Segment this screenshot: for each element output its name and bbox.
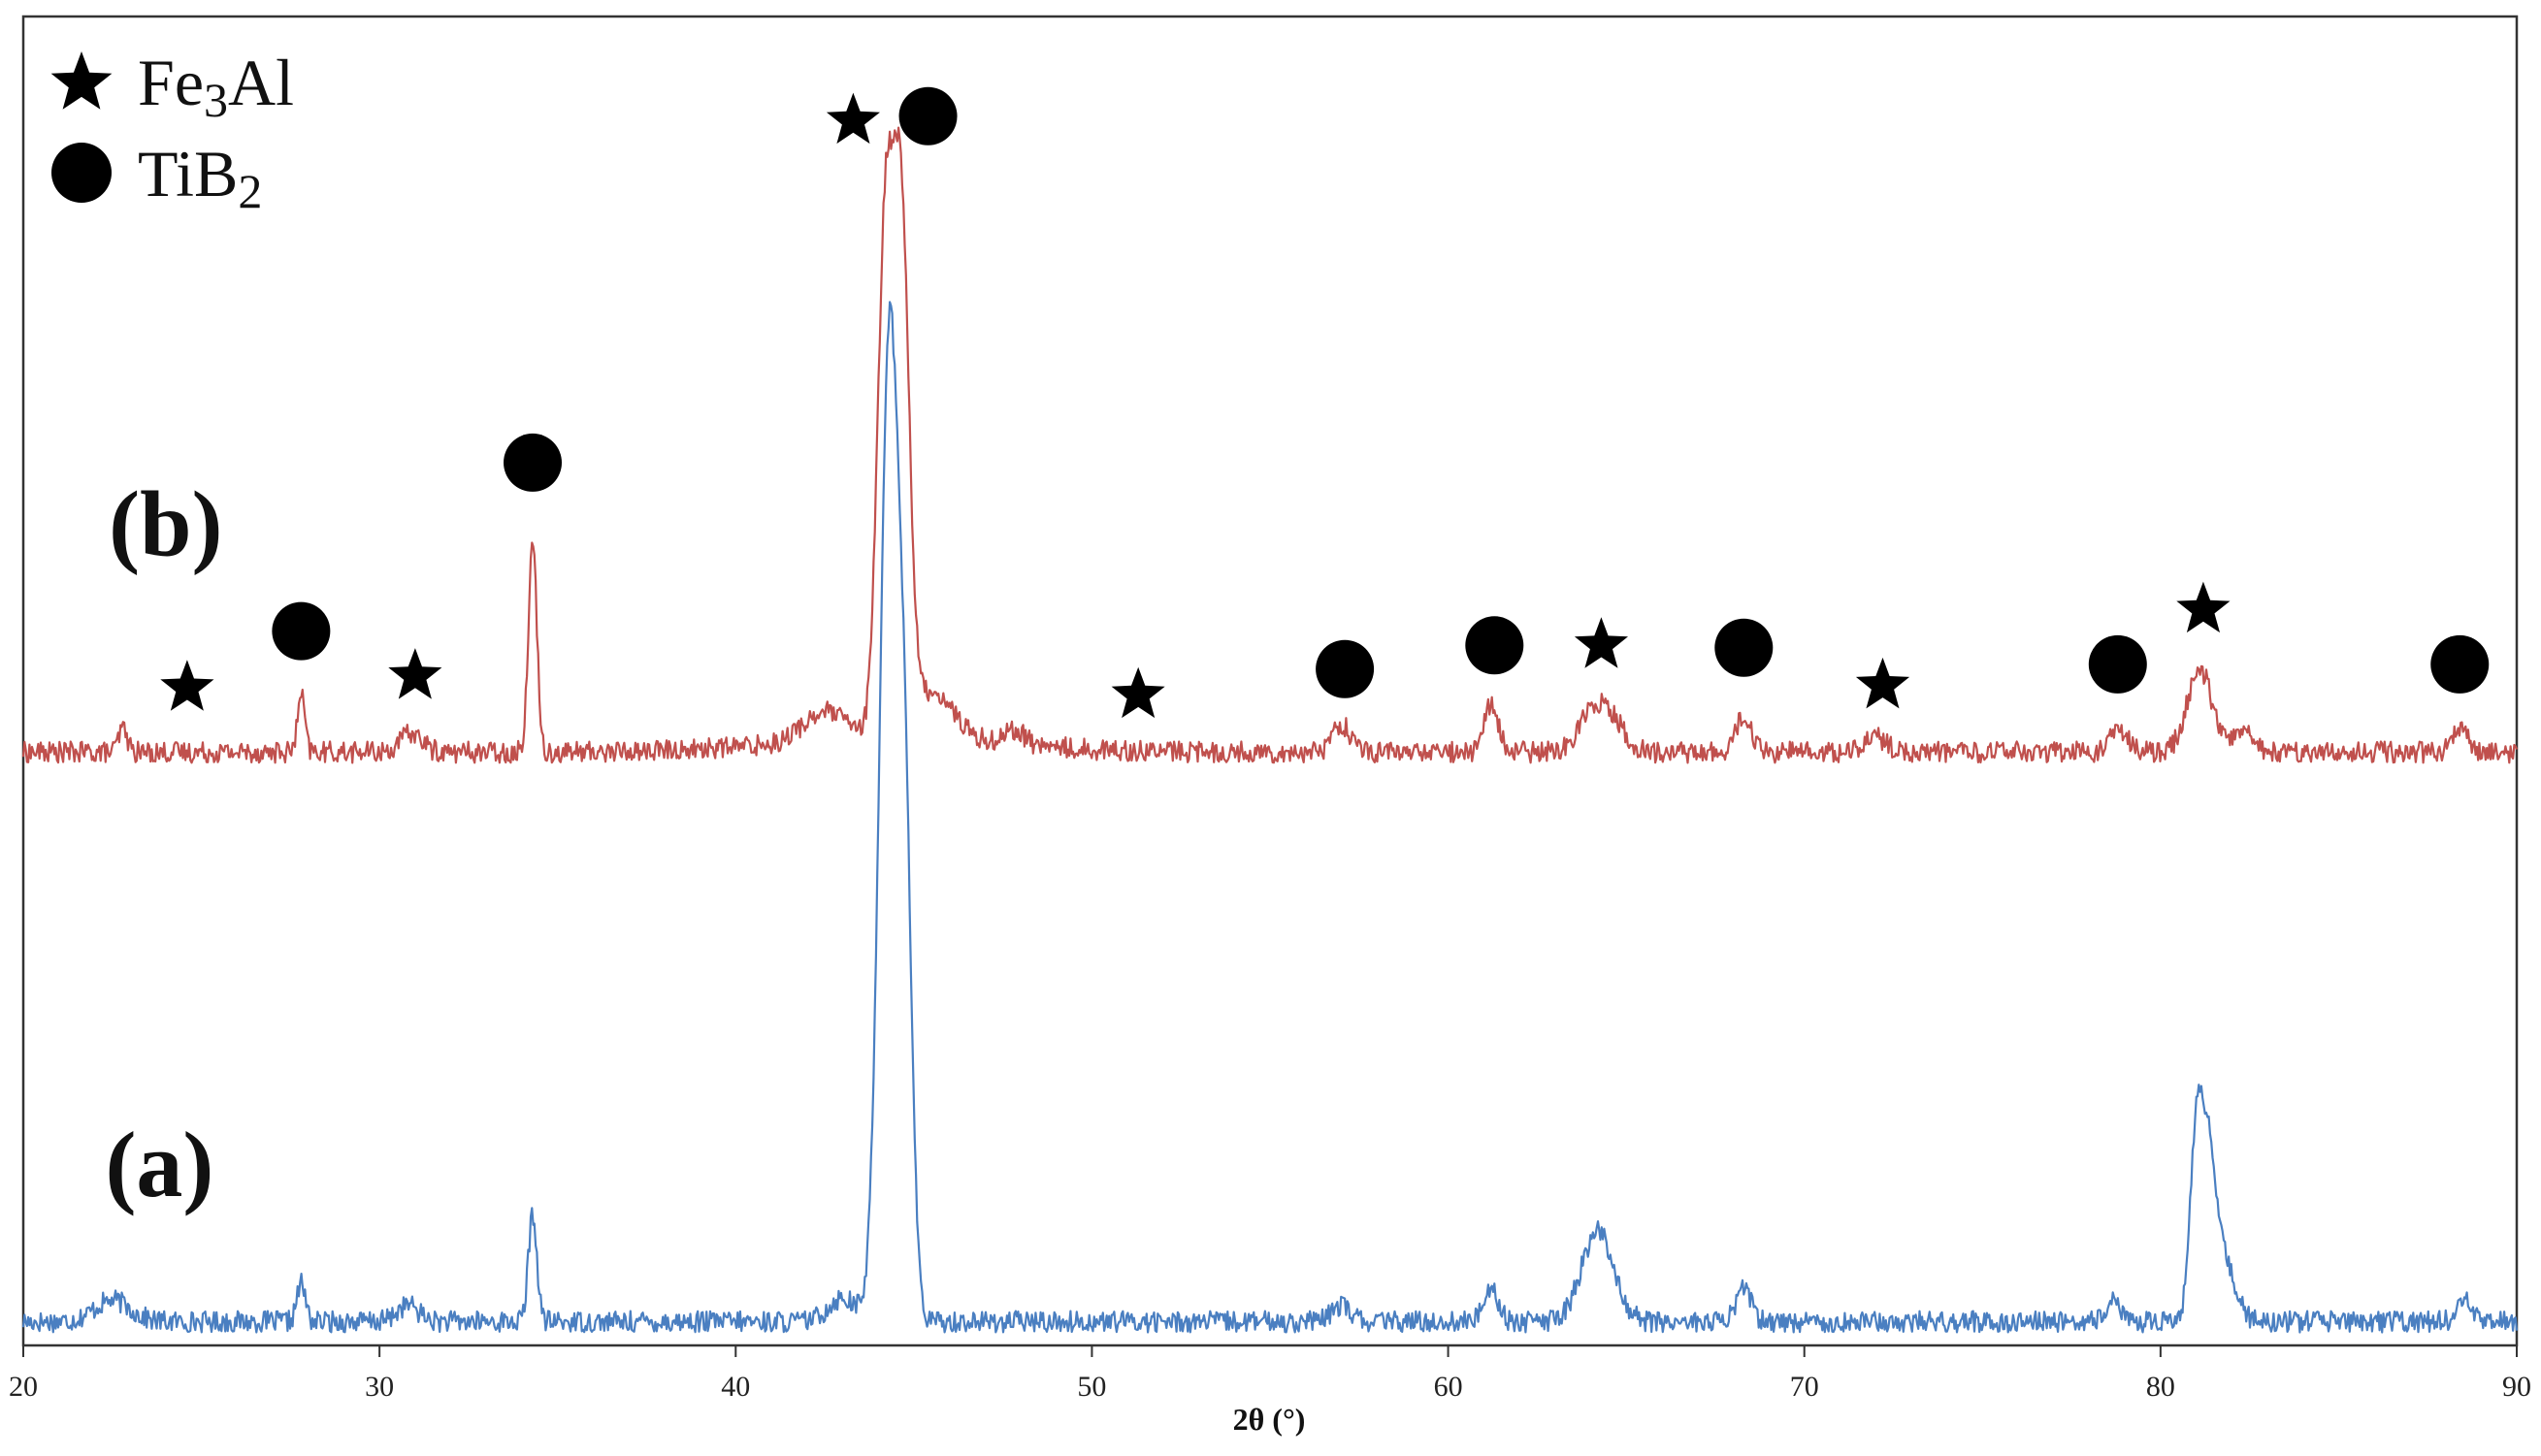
fe3al-star-icon [1111, 666, 1165, 719]
x-tick-label: 60 [1434, 1371, 1463, 1403]
series-line-a [21, 301, 2519, 1334]
tib2-circle-icon [1316, 639, 1375, 698]
panel-labels: (b) (a) [105, 471, 222, 1216]
panel-label: (a) [105, 1113, 213, 1216]
fe3al-star-icon [2176, 581, 2231, 633]
tib2-circle-icon [1465, 616, 1524, 675]
x-tick-label: 40 [721, 1371, 750, 1403]
x-tick-label: 20 [9, 1371, 38, 1403]
x-tick-label: 50 [1077, 1371, 1106, 1403]
tib2-circle-icon [2088, 634, 2147, 694]
panel-label: (b) [109, 471, 222, 575]
fe3al-star-icon [1855, 657, 1910, 709]
tib2-circle-icon [272, 601, 331, 661]
tib2-circle-icon [1714, 618, 1774, 677]
x-axis-label: 2θ (°) [1233, 1402, 1306, 1437]
tib2-circle-icon [2430, 634, 2490, 694]
legend-entry-fe3al: Fe3Al [138, 46, 294, 127]
tib2-circle-icon [898, 86, 958, 146]
x-tick-label: 70 [1790, 1371, 1819, 1403]
x-axis-ticks: 20 30 40 50 60 70 80 90 [9, 1345, 2531, 1403]
fe3al-star-icon [160, 660, 214, 711]
legend-circle-icon [51, 143, 112, 203]
series-layer [21, 126, 2519, 1334]
legend-entry-tib2: TiB2 [138, 137, 262, 218]
x-tick-label: 90 [2502, 1371, 2531, 1403]
x-tick-label: 30 [365, 1371, 394, 1403]
fe3al-star-icon [826, 92, 880, 145]
legend-star-icon [50, 51, 113, 110]
x-tick-label: 80 [2146, 1371, 2175, 1403]
legend: Fe3Al TiB2 [50, 46, 294, 218]
fe3al-star-icon [1574, 617, 1628, 668]
tib2-circle-icon [504, 433, 563, 492]
series-line-b [21, 126, 2519, 764]
fe3al-star-icon [388, 648, 442, 699]
plot-frame [21, 15, 2519, 1347]
phase-markers [160, 86, 2490, 719]
